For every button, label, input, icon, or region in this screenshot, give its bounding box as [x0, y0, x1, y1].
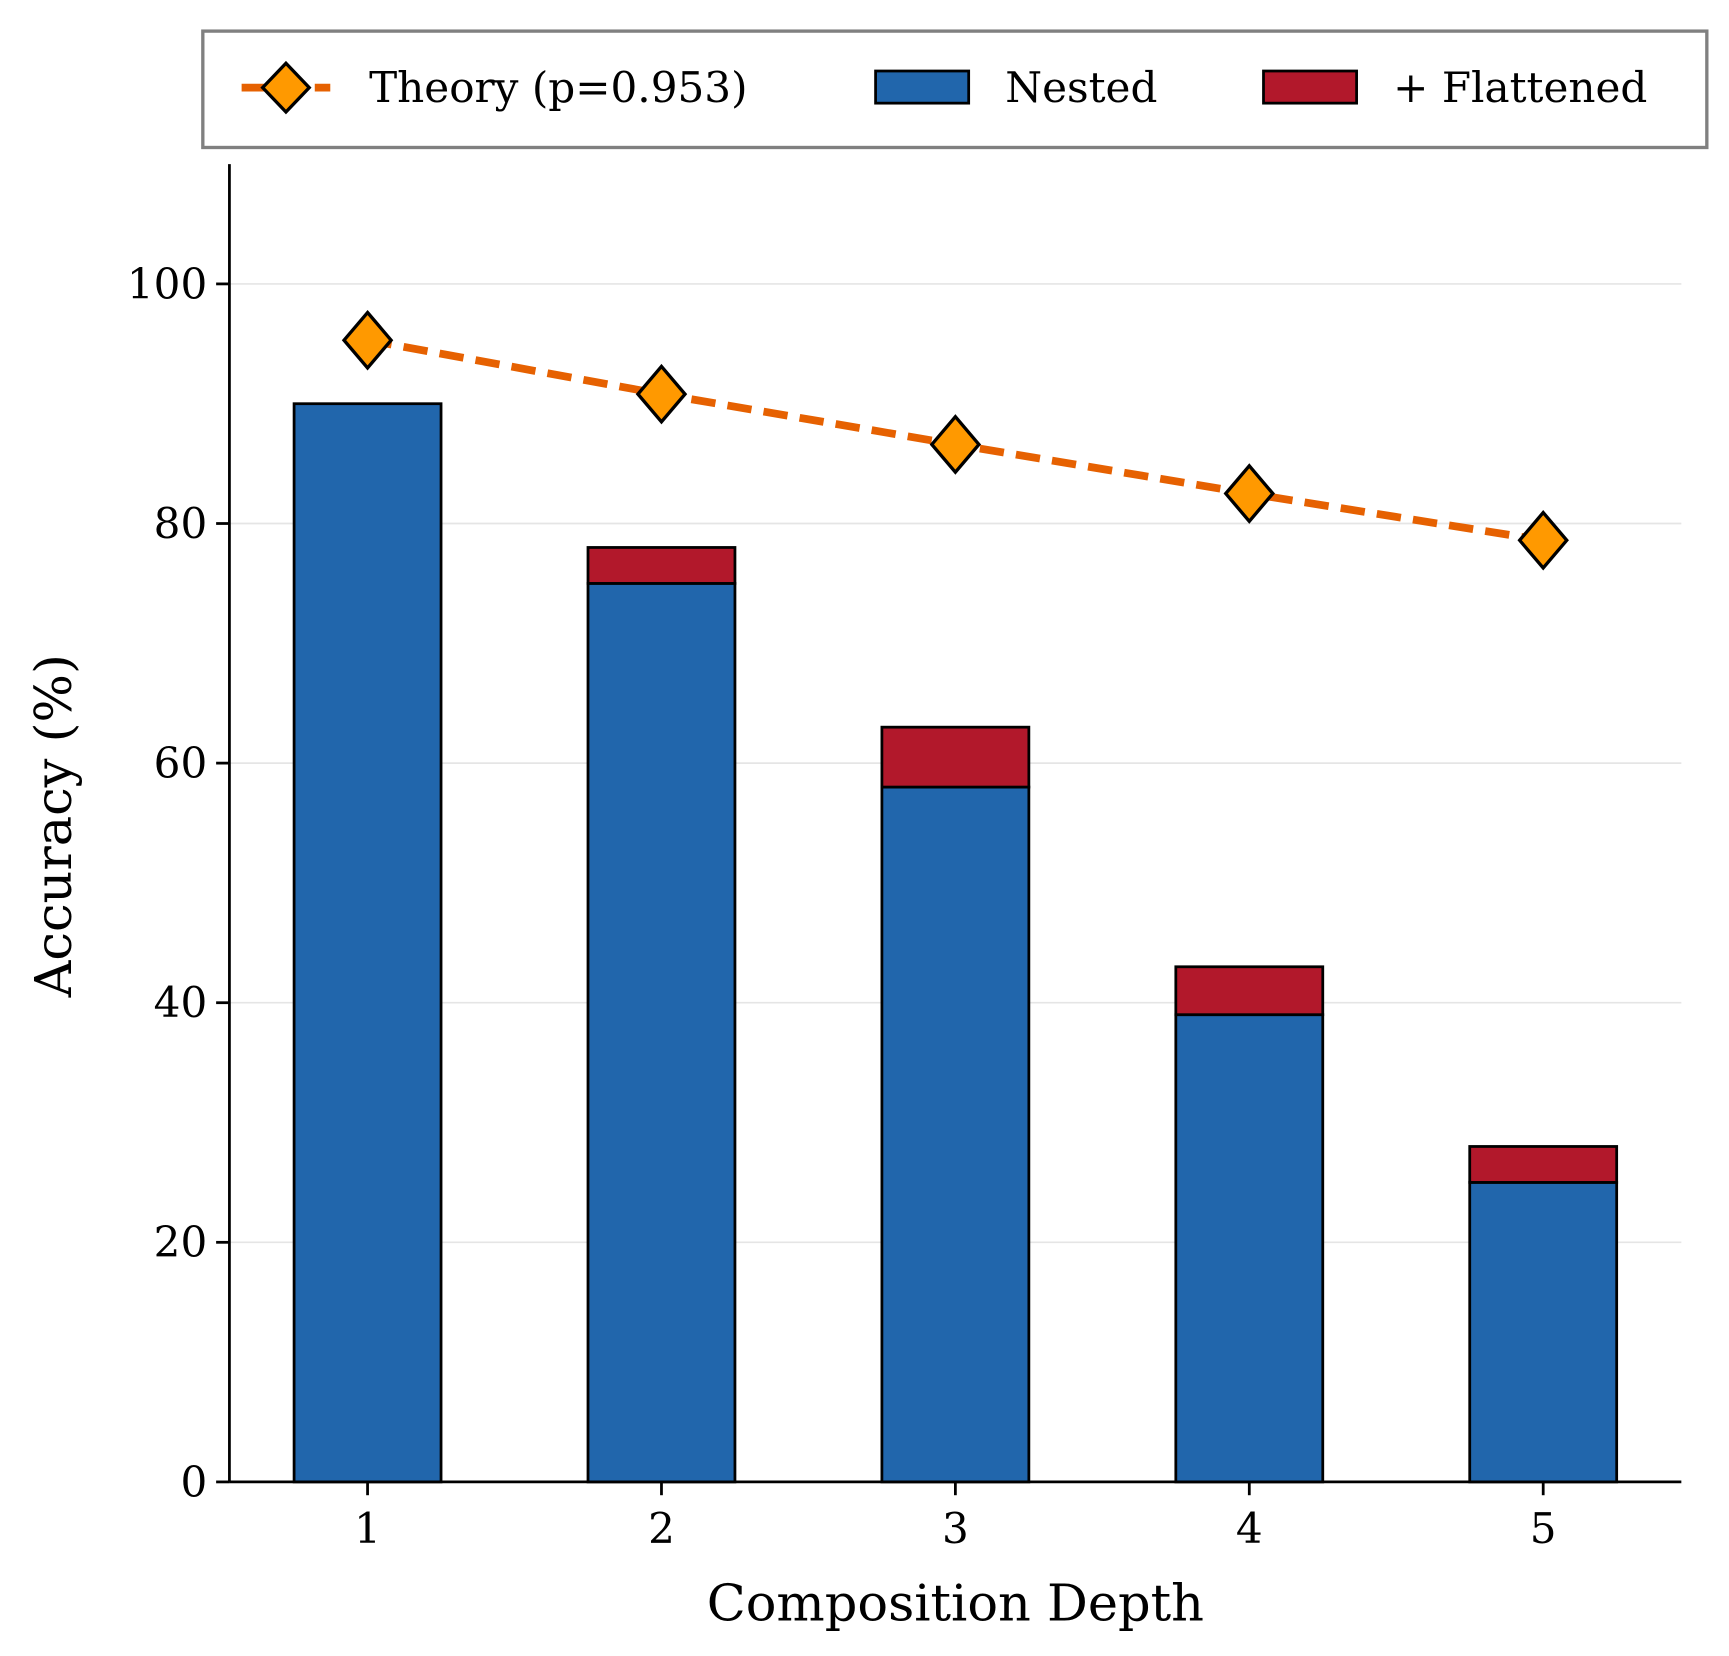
bar-nested — [292, 402, 443, 1484]
legend: Theory (p=0.953) Nested + Flattened — [201, 29, 1709, 150]
theory-marker — [341, 309, 394, 371]
bar-nested — [880, 785, 1031, 1484]
bar-flattened — [1468, 1145, 1619, 1184]
bar-flattened — [880, 725, 1031, 789]
bar-nested — [586, 582, 737, 1484]
axes: 0 20 40 60 80 100 1 2 3 4 5 — [127, 164, 1682, 1553]
legend-flattened-label: + Flattened — [1393, 63, 1647, 112]
y-tick-label: 40 — [154, 978, 208, 1027]
y-tick-label: 100 — [127, 259, 207, 308]
bar-flattened — [1174, 965, 1325, 1017]
theory-marker — [929, 414, 982, 475]
theory-marker — [1223, 463, 1276, 524]
y-tick-label: 80 — [154, 499, 208, 548]
theory-marker — [635, 363, 688, 425]
x-tick-label: 3 — [942, 1504, 969, 1553]
y-tick-label: 0 — [180, 1457, 207, 1506]
y-tick-label: 20 — [154, 1218, 208, 1267]
bar-nested — [1468, 1181, 1619, 1484]
legend-theory-marker — [260, 60, 312, 115]
bars — [292, 402, 1619, 1484]
y-tick-label: 60 — [154, 739, 208, 788]
x-tick-label: 2 — [648, 1504, 675, 1553]
legend-theory-label: Theory (p=0.953) — [369, 63, 747, 112]
theory-line — [341, 309, 1569, 571]
y-axis-label: Accuracy (%) — [25, 654, 84, 998]
legend-nested-label: Nested — [1005, 63, 1157, 112]
bar-nested — [1174, 1013, 1325, 1484]
x-tick-label: 4 — [1236, 1504, 1263, 1553]
theory-marker — [1517, 510, 1569, 571]
bar-flattened — [586, 546, 737, 585]
x-axis-label: Composition Depth — [707, 1574, 1204, 1633]
legend-nested-swatch — [874, 69, 971, 105]
x-tick-label: 5 — [1530, 1504, 1557, 1553]
legend-flattened-swatch — [1262, 69, 1358, 105]
x-tick-label: 1 — [354, 1504, 381, 1553]
